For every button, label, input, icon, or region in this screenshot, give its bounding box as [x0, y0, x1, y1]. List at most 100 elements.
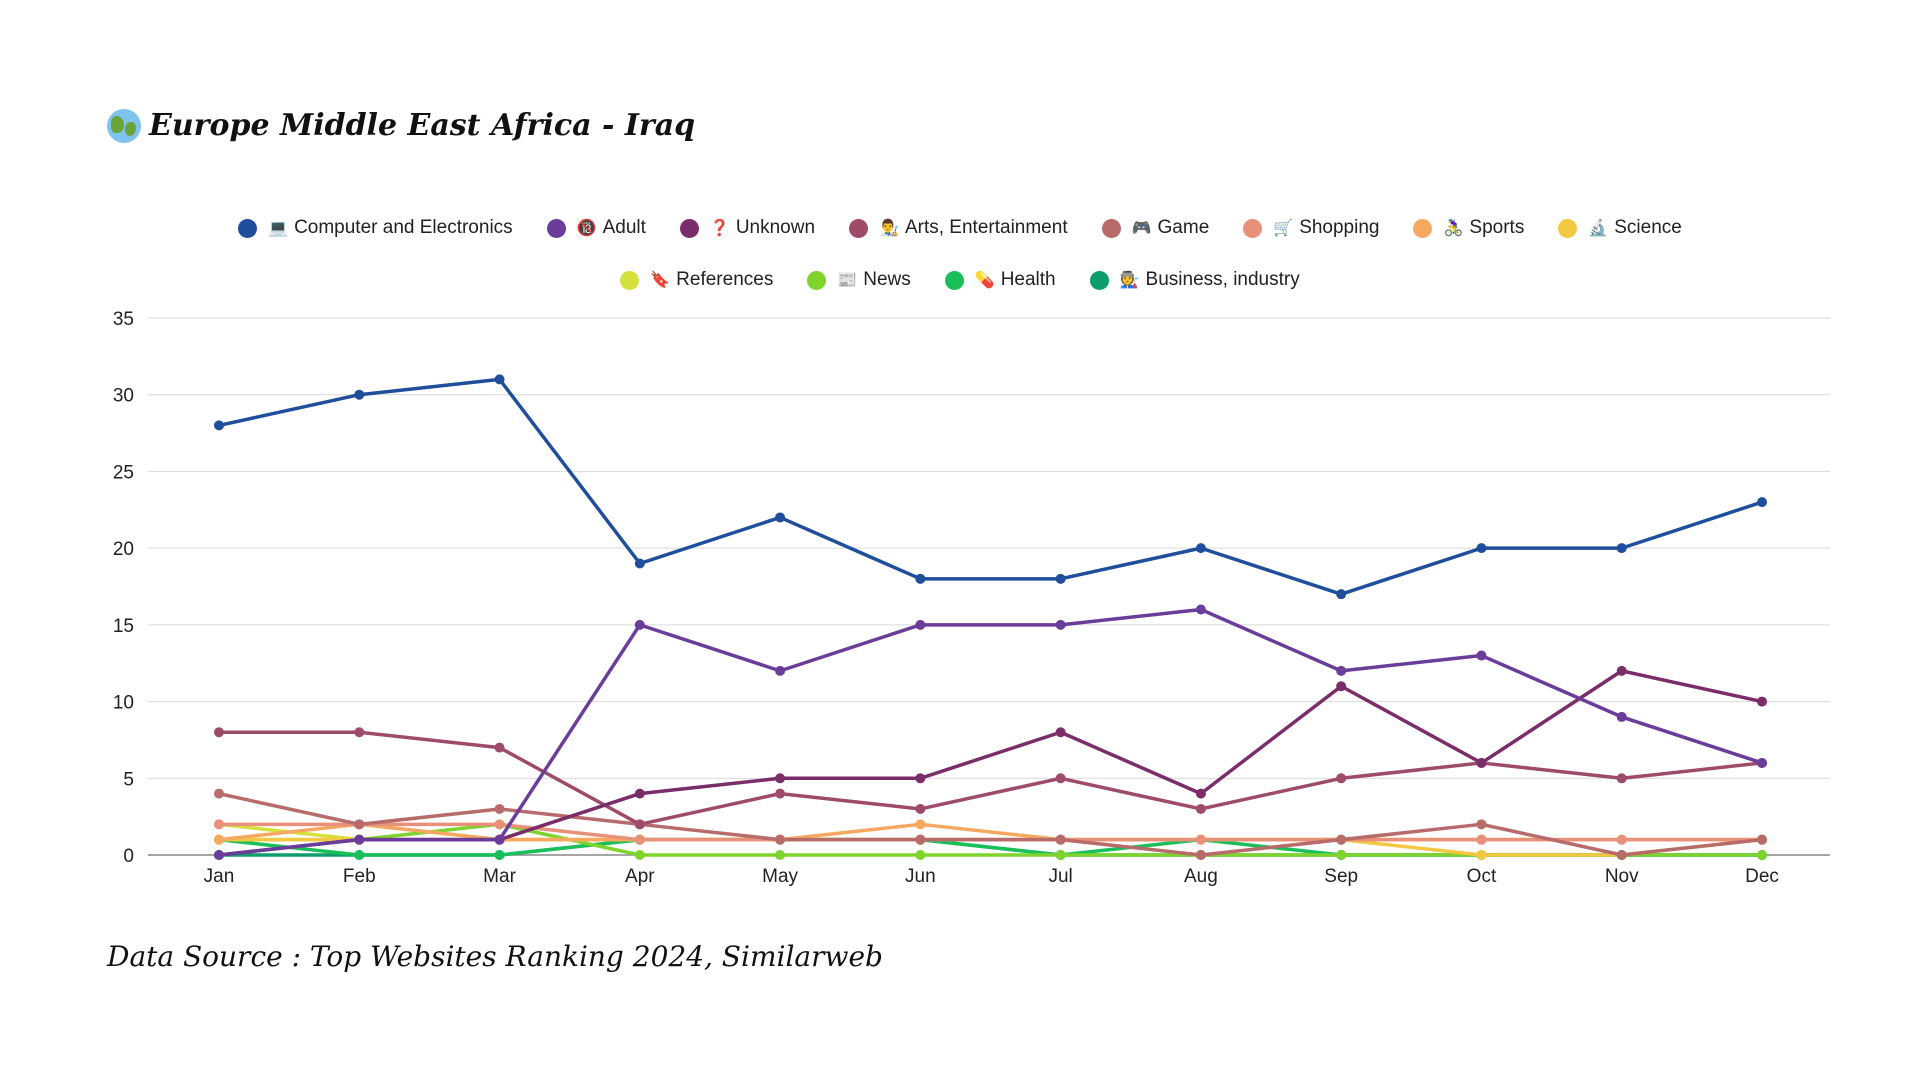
legend-swatch — [1413, 218, 1433, 238]
data-point-game — [775, 834, 786, 845]
x-tick-label: Sep — [1324, 866, 1358, 887]
legend-swatch — [679, 218, 699, 238]
data-source-caption: Data Source : Top Websites Ranking 2024,… — [107, 940, 883, 973]
data-point-shopping — [214, 819, 224, 830]
legend-item-adult[interactable]: 🔞 Adult — [546, 217, 646, 239]
data-point-adult — [214, 850, 224, 860]
data-point-arts-entertainment — [1336, 773, 1347, 784]
data-point-game — [214, 788, 224, 799]
legend-item-sports[interactable]: 🚴‍♀️ Sports — [1413, 217, 1524, 239]
data-point-unknown — [1195, 788, 1206, 799]
data-point-unknown — [1616, 665, 1627, 676]
data-point-shopping — [1195, 834, 1206, 845]
data-point-unknown — [634, 788, 645, 799]
legend-item-health[interactable]: 💊 Health — [944, 269, 1056, 291]
data-point-game — [1757, 834, 1767, 845]
data-point-arts-entertainment — [1195, 803, 1206, 814]
legend-label: News — [863, 269, 911, 290]
data-point-game — [494, 803, 505, 814]
legend-item-business-industry[interactable]: 🧑‍🏭 Business, industry — [1089, 269, 1300, 291]
legend-label: Health — [1000, 269, 1056, 290]
legend-swatch — [1089, 270, 1109, 290]
data-point-adult — [1195, 604, 1206, 615]
legend-item-news[interactable]: 📰 News — [807, 269, 911, 291]
data-point-arts-entertainment — [1616, 773, 1627, 784]
data-point-sports — [214, 834, 224, 845]
data-point-arts-entertainment — [634, 819, 645, 830]
x-tick-label: May — [762, 866, 798, 887]
data-point-news — [1757, 850, 1767, 860]
legend-label: Sports — [1469, 217, 1525, 238]
globe-icon — [107, 108, 141, 143]
legend-swatch — [1101, 218, 1121, 238]
data-point-shopping — [1616, 834, 1627, 845]
legend-item-references[interactable]: 🔖 References — [620, 269, 773, 291]
legend-item-science[interactable]: 🔬 Science — [1558, 217, 1682, 239]
legend-swatch — [807, 270, 827, 290]
y-tick-label: 0 — [123, 846, 134, 867]
y-tick-label: 25 — [113, 462, 134, 483]
legend-label: Adult — [602, 217, 646, 238]
data-point-arts-entertainment — [494, 742, 505, 753]
data-point-adult — [1336, 665, 1347, 676]
data-point-science — [1476, 850, 1487, 860]
category-icon: ❓ — [709, 220, 730, 237]
category-icon: 📰 — [837, 272, 858, 289]
data-point-game — [1476, 819, 1487, 830]
data-point-game — [915, 834, 926, 845]
x-tick-label: Oct — [1467, 866, 1497, 887]
data-point-computer-and-electronics — [1055, 573, 1066, 584]
data-point-computer-and-electronics — [634, 558, 645, 569]
x-tick-label: Jul — [1048, 866, 1072, 887]
legend-swatch — [238, 218, 258, 238]
legend-item-shopping[interactable]: 🛒 Shopping — [1243, 217, 1379, 239]
data-point-computer-and-electronics — [354, 389, 365, 400]
category-icon: 🎮 — [1131, 220, 1152, 237]
y-tick-label: 20 — [113, 539, 134, 560]
legend-item-arts-entertainment[interactable]: 👨‍🎨 Arts, Entertainment — [849, 217, 1068, 239]
data-point-unknown — [1055, 727, 1066, 738]
data-point-arts-entertainment — [775, 788, 786, 799]
data-point-adult — [1757, 757, 1767, 768]
data-point-game — [1616, 850, 1627, 860]
data-point-computer-and-electronics — [214, 420, 224, 431]
data-point-news — [915, 850, 926, 860]
data-point-adult — [1616, 711, 1627, 722]
data-point-computer-and-electronics — [1757, 497, 1767, 508]
legend-item-game[interactable]: 🎮 Game — [1101, 217, 1209, 239]
legend-swatch — [1558, 218, 1578, 238]
series-line-health — [217, 837, 1764, 857]
data-point-news — [634, 850, 645, 860]
data-point-computer-and-electronics — [1616, 543, 1627, 554]
legend-swatch — [1243, 218, 1263, 238]
series-line-computer-and-electronics — [217, 377, 1764, 596]
data-point-unknown — [1757, 696, 1767, 707]
category-icon: 💊 — [974, 272, 995, 289]
data-point-arts-entertainment — [915, 803, 926, 814]
legend-label: Business, industry — [1145, 269, 1300, 290]
data-point-news — [1336, 850, 1347, 860]
x-tick-label: Nov — [1605, 866, 1639, 887]
category-icon: 🛒 — [1273, 220, 1294, 237]
data-point-unknown — [1336, 681, 1347, 692]
series-line-unknown — [217, 669, 1764, 857]
data-point-adult — [494, 834, 505, 845]
data-point-adult — [915, 619, 926, 630]
category-icon: 🧑‍🏭 — [1119, 272, 1140, 289]
data-point-unknown — [1476, 757, 1487, 768]
category-icon: 🔞 — [576, 220, 597, 237]
chart-title-text: Europe Middle East Africa - Iraq — [149, 108, 696, 143]
data-point-game — [354, 819, 365, 830]
legend-label: Science — [1614, 217, 1682, 238]
x-tick-label: Jun — [905, 866, 936, 887]
category-icon: 💻 — [268, 220, 289, 237]
legend-swatch — [546, 218, 566, 238]
data-point-game — [1055, 834, 1066, 845]
data-point-computer-and-electronics — [494, 374, 505, 385]
legend-item-computer-and-electronics[interactable]: 💻 Computer and Electronics — [238, 217, 513, 239]
data-point-computer-and-electronics — [775, 512, 786, 523]
chart-title: Europe Middle East Africa - Iraq — [107, 108, 695, 143]
legend-item-unknown[interactable]: ❓ Unknown — [679, 217, 815, 239]
x-tick-label: Feb — [343, 866, 376, 887]
data-point-arts-entertainment — [214, 727, 224, 738]
